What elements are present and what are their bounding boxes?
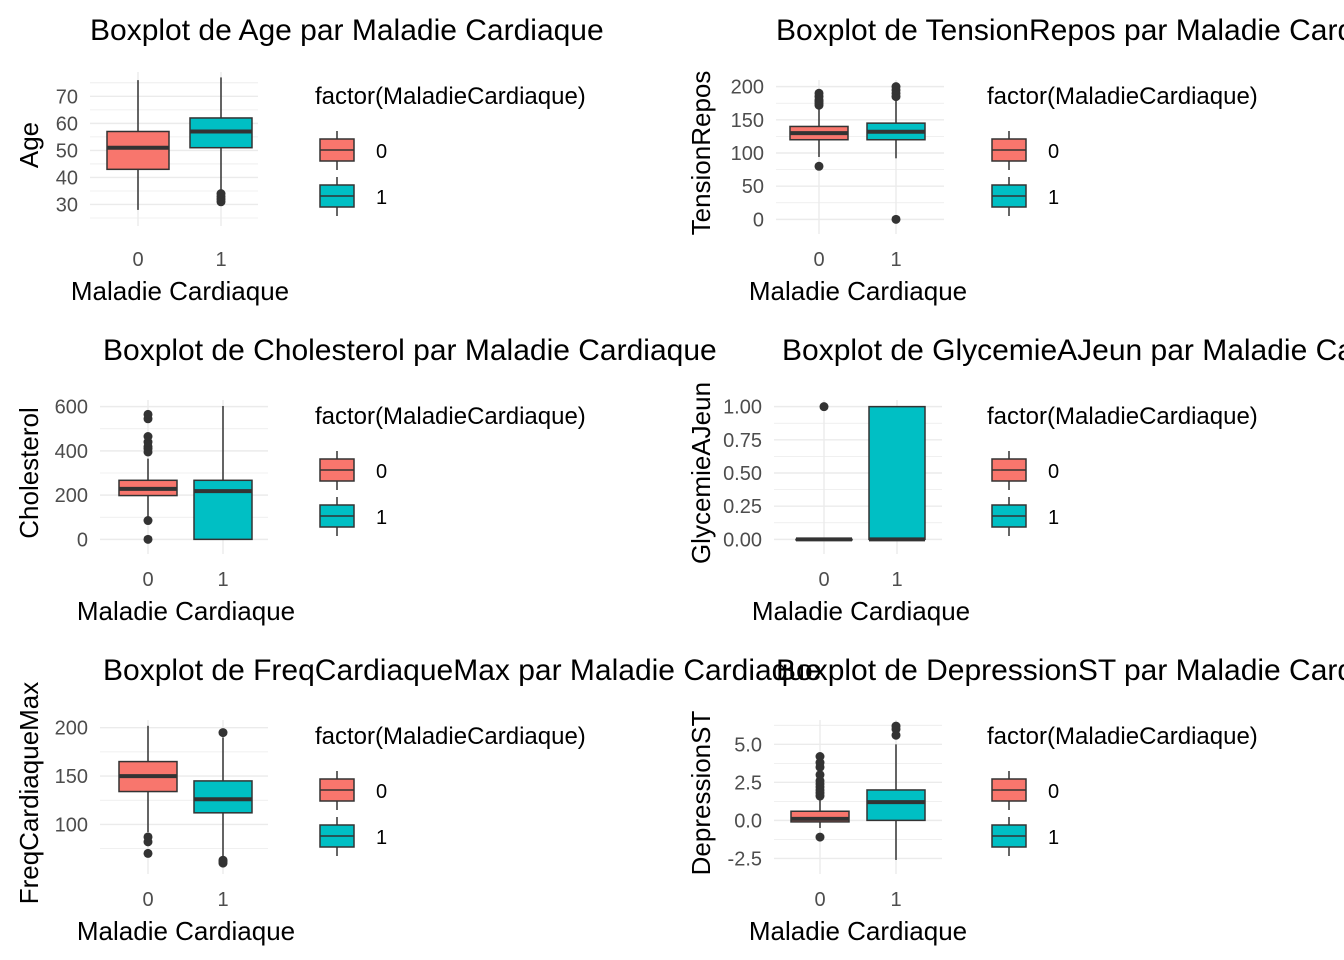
box-group-1 bbox=[868, 405, 926, 541]
outlier-point bbox=[891, 721, 901, 731]
y-tick-label: 200 bbox=[731, 77, 764, 99]
x-axis-label: Maladie Cardiaque bbox=[752, 596, 970, 626]
y-tick-label: 1.00 bbox=[723, 397, 762, 419]
y-tick-label: 100 bbox=[731, 143, 764, 165]
legend-label: 0 bbox=[376, 461, 387, 483]
legend-title: factor(MaladieCardiaque) bbox=[315, 403, 586, 430]
x-tick-label: 0 bbox=[818, 569, 829, 591]
outlier-point bbox=[143, 409, 153, 419]
y-tick-label: 0.0 bbox=[734, 810, 762, 832]
x-tick-label: 1 bbox=[215, 249, 226, 271]
outlier-point bbox=[143, 534, 153, 544]
box-group-1 bbox=[193, 780, 253, 814]
legend-label: 1 bbox=[1048, 507, 1059, 529]
legend-label: 1 bbox=[376, 507, 387, 529]
y-tick-label: 200 bbox=[55, 485, 88, 507]
box-group-0 bbox=[106, 130, 170, 171]
y-tick-label: 5.0 bbox=[734, 734, 762, 756]
x-tick-label: 0 bbox=[142, 569, 153, 591]
outlier-point bbox=[891, 82, 901, 92]
outlier-point bbox=[143, 516, 153, 526]
y-tick-label: 0 bbox=[753, 209, 764, 231]
box-group-0 bbox=[790, 810, 850, 823]
outlier-point bbox=[814, 88, 824, 98]
x-axis-label: Maladie Cardiaque bbox=[77, 916, 295, 946]
plot-title: Boxplot de TensionRepos par Maladie Card… bbox=[776, 14, 1344, 47]
legend-title: factor(MaladieCardiaque) bbox=[987, 723, 1258, 750]
legend-label: 0 bbox=[376, 141, 387, 163]
legend-label: 0 bbox=[1048, 141, 1059, 163]
legend-label: 1 bbox=[376, 827, 387, 849]
x-axis-label: Maladie Cardiaque bbox=[749, 916, 967, 946]
outlier-point bbox=[891, 214, 901, 224]
x-tick-label: 0 bbox=[813, 249, 824, 271]
outlier-point bbox=[143, 432, 153, 441]
outlier-point bbox=[143, 848, 153, 858]
outlier-point bbox=[814, 161, 824, 171]
y-axis-label: FreqCardiaqueMax bbox=[14, 682, 44, 905]
y-tick-label: 40 bbox=[56, 167, 78, 189]
x-tick-label: 1 bbox=[890, 249, 901, 271]
y-tick-label: 400 bbox=[55, 441, 88, 463]
y-axis-label: Age bbox=[14, 122, 44, 168]
plot-title: Boxplot de FreqCardiaqueMax par Maladie … bbox=[103, 654, 822, 687]
y-tick-label: 60 bbox=[56, 113, 78, 135]
y-tick-label: 100 bbox=[55, 814, 88, 836]
plot-title: Boxplot de Age par Maladie Cardiaque bbox=[90, 14, 604, 47]
y-tick-label: 70 bbox=[56, 86, 78, 108]
box-group-1 bbox=[866, 789, 926, 822]
legend-label: 1 bbox=[1048, 187, 1059, 209]
y-axis-label: GlycemieAJeun bbox=[686, 382, 716, 564]
x-tick-label: 1 bbox=[890, 889, 901, 911]
y-tick-label: 200 bbox=[55, 718, 88, 740]
legend-label: 0 bbox=[376, 781, 387, 803]
outlier-point bbox=[815, 832, 825, 842]
x-tick-label: 1 bbox=[891, 569, 902, 591]
y-tick-label: 600 bbox=[55, 397, 88, 419]
outlier-point bbox=[218, 855, 228, 865]
legend-title: factor(MaladieCardiaque) bbox=[315, 723, 586, 750]
x-tick-label: 1 bbox=[217, 889, 228, 911]
y-axis-label: Cholesterol bbox=[14, 407, 44, 539]
x-tick-label: 0 bbox=[142, 889, 153, 911]
y-tick-label: 2.5 bbox=[734, 772, 762, 794]
legend-title: factor(MaladieCardiaque) bbox=[987, 83, 1258, 110]
legend-title: factor(MaladieCardiaque) bbox=[987, 403, 1258, 430]
outlier-point bbox=[815, 770, 825, 780]
legend-label: 0 bbox=[1048, 781, 1059, 803]
x-axis-label: Maladie Cardiaque bbox=[71, 276, 289, 306]
y-tick-label: 0.25 bbox=[723, 496, 762, 518]
y-axis-label: DepressionST bbox=[686, 711, 716, 876]
y-tick-label: 30 bbox=[56, 194, 78, 216]
outlier-point bbox=[216, 189, 226, 199]
y-tick-label: 150 bbox=[731, 110, 764, 132]
y-tick-label: 0.50 bbox=[723, 463, 762, 485]
y-tick-label: 0.75 bbox=[723, 430, 762, 452]
x-tick-label: 1 bbox=[217, 569, 228, 591]
y-axis-label: TensionRepos bbox=[686, 71, 716, 236]
y-tick-label: 50 bbox=[742, 176, 764, 198]
x-tick-label: 0 bbox=[132, 249, 143, 271]
plot-title: Boxplot de GlycemieAJeun par Maladie Car… bbox=[782, 334, 1344, 367]
legend-label: 1 bbox=[1048, 827, 1059, 849]
plot-title: Boxplot de DepressionST par Maladie Card… bbox=[776, 654, 1344, 687]
outlier-point bbox=[815, 752, 825, 761]
plot-title: Boxplot de Cholesterol par Maladie Cardi… bbox=[103, 334, 717, 367]
y-tick-label: 150 bbox=[55, 766, 88, 788]
x-tick-label: 0 bbox=[814, 889, 825, 911]
y-tick-label: 50 bbox=[56, 140, 78, 162]
outlier-point bbox=[218, 728, 228, 738]
outlier-point bbox=[143, 832, 153, 842]
outlier-point bbox=[819, 402, 829, 412]
y-tick-label: -2.5 bbox=[728, 848, 762, 870]
x-axis-label: Maladie Cardiaque bbox=[749, 276, 967, 306]
legend-title: factor(MaladieCardiaque) bbox=[315, 83, 586, 110]
y-tick-label: 0 bbox=[77, 529, 88, 551]
y-tick-label: 0.00 bbox=[723, 529, 762, 551]
legend-label: 1 bbox=[376, 187, 387, 209]
legend-label: 0 bbox=[1048, 461, 1059, 483]
x-axis-label: Maladie Cardiaque bbox=[77, 596, 295, 626]
